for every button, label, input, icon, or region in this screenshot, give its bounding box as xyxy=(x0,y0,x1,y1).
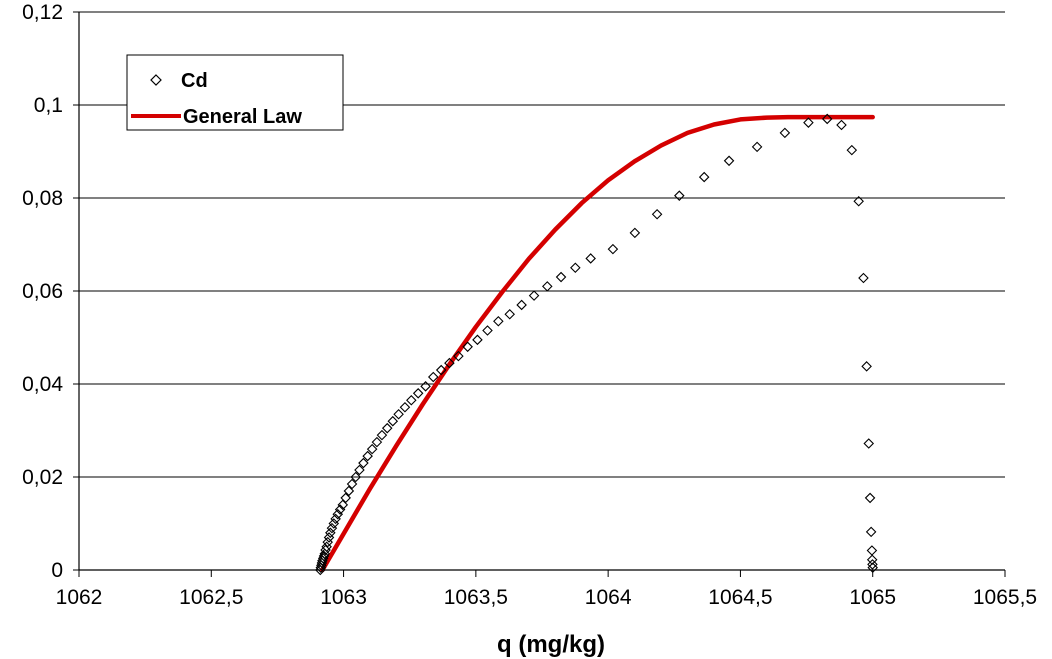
y-tick-label: 0,1 xyxy=(34,94,63,117)
point-cd xyxy=(674,190,685,201)
point-cd xyxy=(346,478,358,490)
point-cd xyxy=(427,371,439,383)
point-cd xyxy=(387,415,399,427)
point-cd xyxy=(412,388,424,399)
point-cd xyxy=(846,144,858,156)
point-cd xyxy=(555,271,567,283)
point-cd xyxy=(651,208,663,220)
series-cd xyxy=(315,113,878,576)
point-cd xyxy=(325,527,336,539)
point-cd xyxy=(629,227,641,239)
point-cd xyxy=(542,281,553,292)
point-cd xyxy=(320,544,331,556)
point-cd xyxy=(340,492,351,504)
y-tick-label: 0,06 xyxy=(22,280,63,303)
legend-marker-cd xyxy=(150,74,162,86)
series-general-law xyxy=(320,114,875,573)
point-cd xyxy=(528,290,540,301)
x-tick-label: 1062,5 xyxy=(179,586,243,609)
point-cd xyxy=(453,350,464,362)
point-cd xyxy=(472,334,483,346)
point-cd xyxy=(803,117,814,128)
point-cd xyxy=(493,315,504,327)
point-cd xyxy=(867,559,878,570)
point-cd xyxy=(751,141,763,153)
point-cd xyxy=(334,504,346,515)
point-cd xyxy=(865,526,877,538)
point-cd xyxy=(585,253,596,264)
point-cd xyxy=(858,272,869,284)
point-cd xyxy=(366,443,378,455)
point-cd xyxy=(406,394,417,406)
point-cd xyxy=(482,325,493,336)
point-cd xyxy=(376,429,388,441)
point-cd xyxy=(607,243,619,255)
point-cd xyxy=(393,408,404,420)
point-cd xyxy=(381,422,393,434)
x-tick-label: 1065 xyxy=(849,586,896,609)
y-tick-label: 0,08 xyxy=(22,187,63,210)
point-cd xyxy=(323,532,335,543)
point-cd xyxy=(420,381,431,392)
y-tick-label: 0 xyxy=(51,559,63,582)
x-tick-label: 1063 xyxy=(320,586,367,609)
x-tick-label: 1062 xyxy=(56,586,103,609)
legend: Cd General Law xyxy=(126,54,344,131)
point-cd xyxy=(328,518,340,529)
point-cd xyxy=(723,155,735,167)
x-tick-label: 1065,5 xyxy=(973,586,1037,609)
point-cd xyxy=(326,522,338,534)
point-cd xyxy=(399,401,411,413)
point-cd xyxy=(867,562,878,573)
point-cd xyxy=(371,436,383,448)
x-tick-label: 1064 xyxy=(585,586,632,609)
point-cd xyxy=(864,492,876,504)
point-cd xyxy=(861,361,872,372)
point-cd xyxy=(863,438,875,449)
point-cd xyxy=(462,341,473,353)
x-axis-title: q (mg/kg) xyxy=(497,631,605,658)
point-cd xyxy=(866,545,878,556)
y-tick-label: 0,04 xyxy=(22,373,63,396)
point-cd xyxy=(322,536,333,548)
point-cd xyxy=(358,457,369,469)
y-axis-ticks: 0 0,02 0,04 0,06 0,08 0,1 0,12 xyxy=(22,1,79,582)
point-cd xyxy=(779,127,791,139)
point-cd xyxy=(330,513,341,525)
y-tick-label: 0,12 xyxy=(22,1,63,24)
point-cd xyxy=(354,464,365,476)
point-cd xyxy=(444,357,455,369)
point-cd xyxy=(435,364,447,376)
point-cd xyxy=(698,171,710,183)
point-cd xyxy=(362,450,373,462)
legend-label-general-law: General Law xyxy=(183,106,302,128)
x-tick-label: 1063,5 xyxy=(444,586,508,609)
legend-label-cd: Cd xyxy=(181,70,208,92)
point-cd xyxy=(350,471,362,483)
point-cd xyxy=(343,485,355,497)
point-cd xyxy=(836,119,847,131)
point-cd xyxy=(337,499,349,511)
point-cd xyxy=(570,262,581,274)
point-cd xyxy=(821,113,833,125)
x-tick-label: 1064,5 xyxy=(708,586,772,609)
y-tick-label: 0,02 xyxy=(22,466,63,489)
x-axis-ticks: 1062 1062,5 1063 1063,5 1064 1064,5 1065 1065,5 xyxy=(56,570,1037,609)
point-cd xyxy=(853,195,864,207)
line-general-law xyxy=(320,114,875,573)
point-cd xyxy=(516,299,527,311)
point-cd xyxy=(504,308,515,320)
